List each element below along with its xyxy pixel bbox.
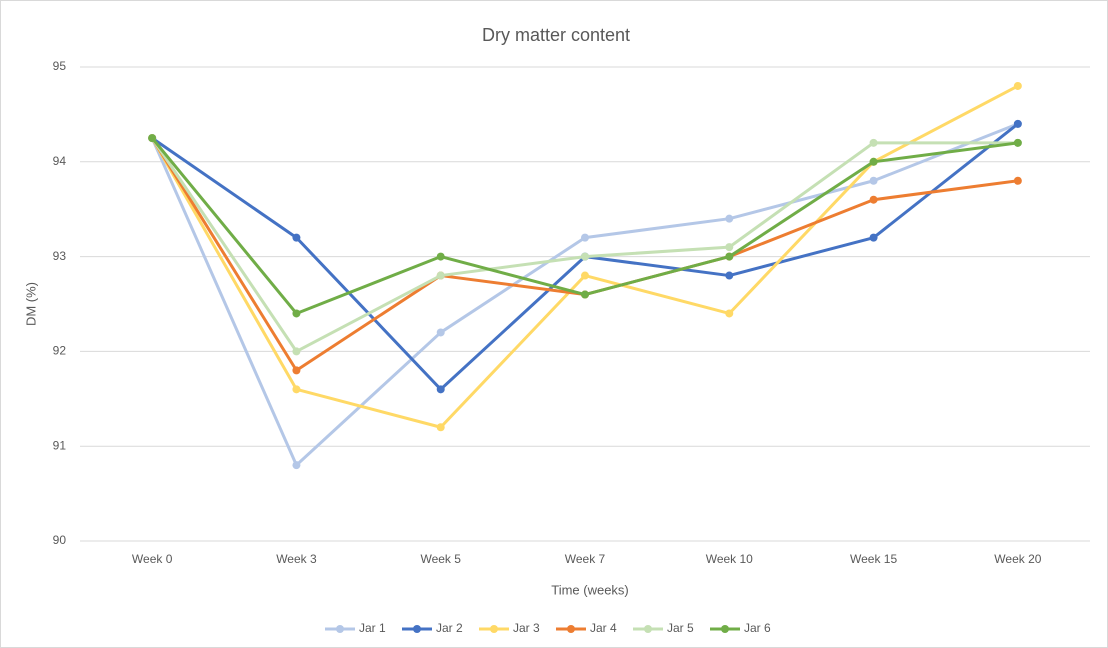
data-point bbox=[292, 461, 301, 470]
data-point bbox=[292, 309, 301, 318]
legend-label: Jar 4 bbox=[590, 621, 617, 635]
data-point bbox=[436, 328, 445, 337]
data-point bbox=[581, 233, 589, 242]
x-tick-label: Week 7 bbox=[565, 552, 606, 566]
legend-label: Jar 6 bbox=[744, 621, 771, 635]
data-point bbox=[292, 347, 301, 356]
data-point bbox=[725, 252, 734, 261]
y-tick-label: 95 bbox=[53, 59, 67, 73]
data-point bbox=[869, 176, 878, 185]
data-point bbox=[436, 423, 445, 432]
data-point bbox=[436, 271, 445, 280]
data-point bbox=[725, 243, 734, 252]
legend-marker bbox=[336, 625, 344, 633]
data-point bbox=[581, 252, 589, 261]
y-tick-label: 94 bbox=[53, 154, 67, 168]
data-point bbox=[148, 134, 157, 143]
y-axis-label: DM (%) bbox=[23, 282, 38, 326]
data-point bbox=[436, 252, 445, 261]
data-point bbox=[1013, 119, 1022, 128]
data-point bbox=[869, 233, 878, 242]
legend-marker bbox=[567, 625, 575, 633]
x-tick-label: Week 0 bbox=[132, 552, 173, 566]
legend-label: Jar 3 bbox=[513, 621, 540, 635]
y-tick-label: 93 bbox=[53, 249, 67, 263]
data-point bbox=[869, 195, 878, 204]
legend-marker bbox=[644, 625, 652, 633]
legend-label: Jar 5 bbox=[667, 621, 694, 635]
data-point bbox=[1013, 176, 1022, 185]
x-tick-label: Week 15 bbox=[850, 552, 897, 566]
y-tick-label: 91 bbox=[53, 438, 67, 452]
x-tick-label: Week 10 bbox=[706, 552, 753, 566]
x-tick-label: Week 5 bbox=[420, 552, 461, 566]
data-point bbox=[1013, 81, 1022, 90]
data-point bbox=[292, 385, 301, 394]
data-point bbox=[869, 157, 878, 166]
y-tick-label: 92 bbox=[53, 344, 67, 358]
legend-label: Jar 2 bbox=[436, 621, 463, 635]
y-tick-label: 90 bbox=[53, 533, 67, 547]
x-tick-label: Week 3 bbox=[276, 552, 317, 566]
x-axis-label: Time (weeks) bbox=[551, 582, 629, 597]
legend-label: Jar 1 bbox=[359, 621, 386, 635]
data-point bbox=[1013, 138, 1022, 147]
data-point bbox=[581, 271, 589, 280]
data-point bbox=[725, 309, 734, 318]
legend-marker bbox=[490, 625, 498, 633]
data-point bbox=[292, 366, 301, 375]
data-point bbox=[725, 214, 734, 223]
data-point bbox=[292, 233, 301, 242]
data-point bbox=[869, 138, 878, 147]
data-point bbox=[581, 290, 589, 299]
data-point bbox=[436, 385, 445, 394]
x-tick-label: Week 20 bbox=[994, 552, 1041, 566]
legend-marker bbox=[721, 625, 729, 633]
chart-title: Dry matter content bbox=[482, 25, 630, 45]
legend-marker bbox=[413, 625, 421, 633]
data-point bbox=[725, 271, 734, 280]
